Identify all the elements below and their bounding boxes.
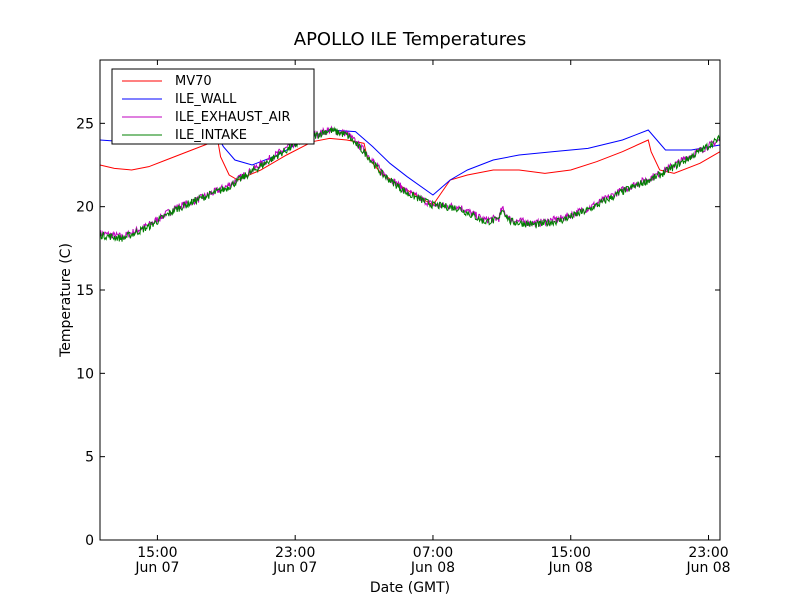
legend-label: ILE_INTAKE (175, 128, 247, 143)
y-tick-label: 20 (76, 200, 94, 216)
y-tick-label: 25 (76, 116, 94, 132)
x-tick-label-time: 23:00 (688, 545, 728, 561)
legend-label: ILE_WALL (175, 92, 237, 107)
x-tick-label-date: Jun 07 (134, 560, 179, 576)
x-tick-label-date: Jun 07 (272, 560, 317, 576)
x-tick-label-time: 23:00 (275, 545, 315, 561)
y-tick-label: 5 (85, 450, 94, 466)
legend-label: ILE_EXHAUST_AIR (175, 110, 291, 125)
x-tick-label-time: 15:00 (137, 545, 177, 561)
axes-frame (99, 59, 721, 541)
x-axis-label: Date (GMT) (370, 580, 450, 596)
x-tick-label-time: 15:00 (551, 545, 591, 561)
series-line (99, 126, 721, 242)
x-tick-label-date: Jun 08 (548, 560, 593, 576)
legend-label: MV70 (175, 74, 212, 89)
y-tick-label: 10 (76, 366, 94, 382)
x-tick-label-date: Jun 08 (410, 560, 455, 576)
y-axis-label: Temperature (C) (58, 243, 74, 358)
x-tick-label-date: Jun 08 (685, 560, 730, 576)
x-tick-label-time: 07:00 (413, 545, 453, 561)
y-tick-label: 15 (76, 283, 94, 299)
chart-title: APOLLO ILE Temperatures (294, 29, 526, 50)
y-tick-label: 0 (85, 533, 94, 549)
